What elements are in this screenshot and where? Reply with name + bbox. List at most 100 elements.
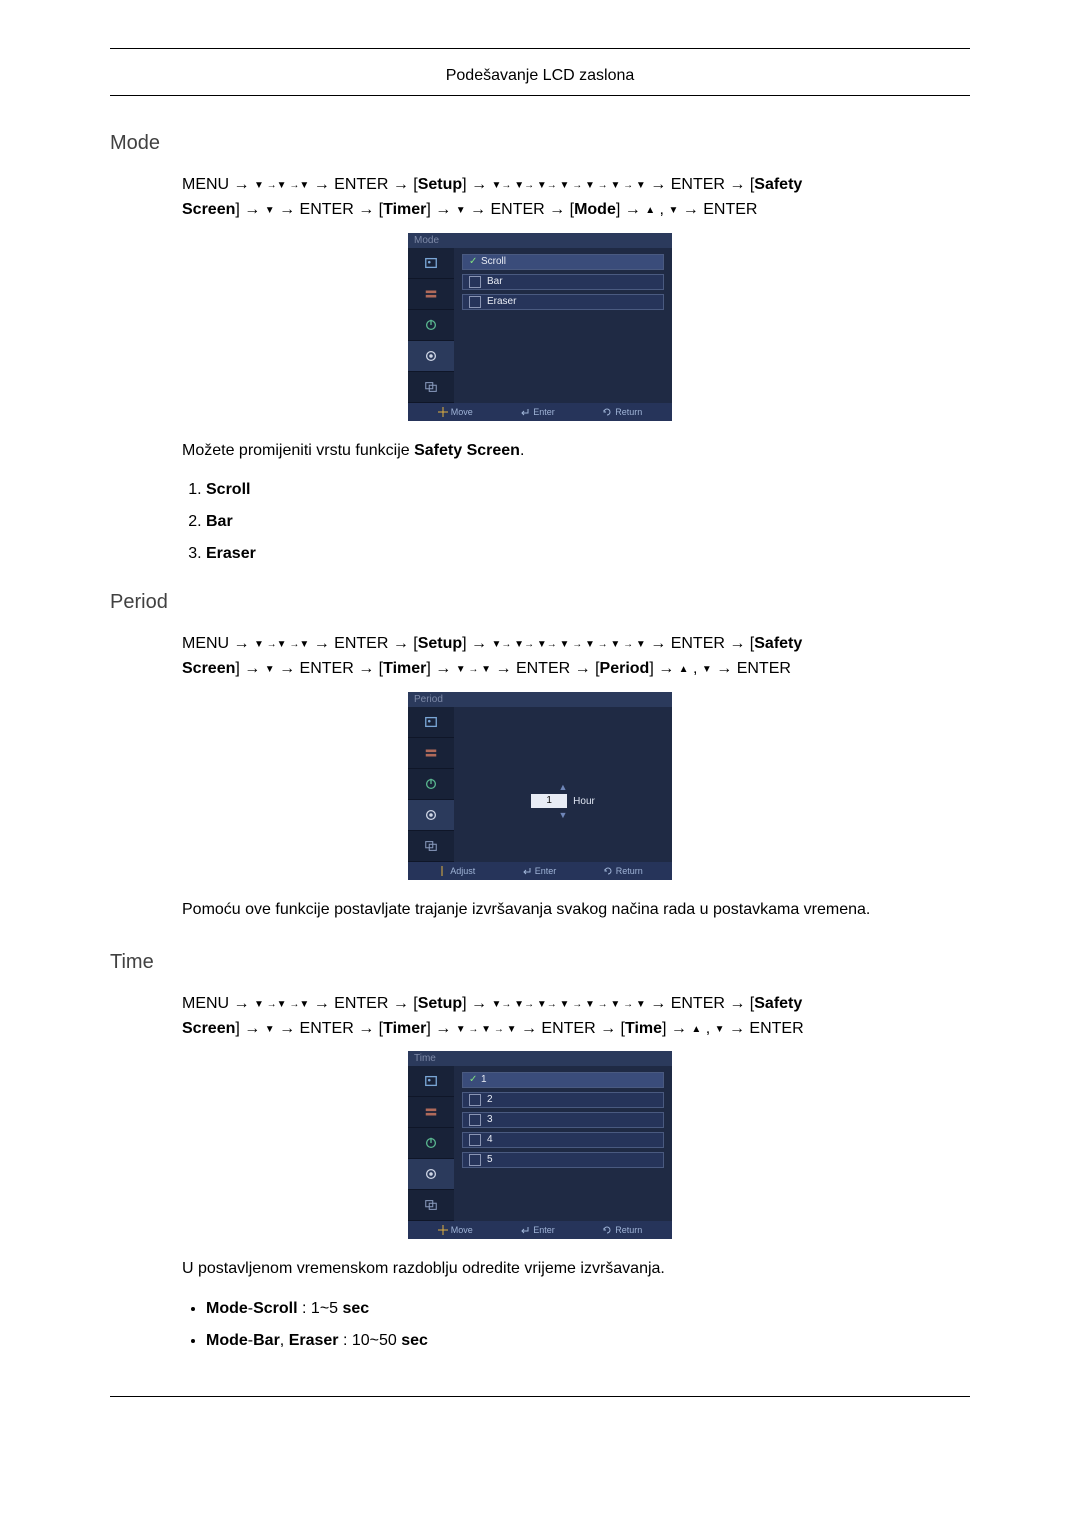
path-token-time: Time xyxy=(625,1020,662,1037)
osd-side-item[interactable] xyxy=(408,1066,454,1097)
osd-title: Period xyxy=(408,692,672,707)
power-icon xyxy=(424,1136,438,1150)
osd-side-item[interactable] xyxy=(408,738,454,769)
osd-body: ▲ 1 Hour ▼ xyxy=(408,707,672,862)
osd-option-4[interactable]: 4 xyxy=(462,1132,664,1148)
path-text: → ENTER → [ xyxy=(650,176,754,193)
period-spinner[interactable]: ▲ 1 Hour ▼ xyxy=(462,713,664,890)
osd-panel-time: Time ✓1 2 3 4 5 Move E xyxy=(408,1051,672,1239)
osd-side-item[interactable] xyxy=(408,1190,454,1221)
osd-side-item[interactable] xyxy=(408,372,454,403)
down-arrow-icon: ▼ → ▼ xyxy=(456,664,491,675)
mode-description: Možete promijeniti vrstu funkcije Safety… xyxy=(182,439,970,464)
osd-side-item[interactable] xyxy=(408,800,454,831)
power-icon xyxy=(424,777,438,791)
path-token-screen: Screen xyxy=(182,1020,235,1037)
desc-bold: Safety Screen xyxy=(414,442,520,459)
chevron-down-icon[interactable]: ▼ xyxy=(559,810,568,820)
osd-side-item[interactable] xyxy=(408,248,454,279)
check-icon: ✓ xyxy=(469,255,481,269)
gear-icon xyxy=(424,1167,438,1181)
path-text: → ENTER → [ xyxy=(275,201,383,218)
enter-icon xyxy=(520,1225,530,1235)
section-title-time: Time xyxy=(110,951,970,974)
power-icon xyxy=(424,318,438,332)
path-text: , xyxy=(655,201,668,218)
footer-move: Move xyxy=(438,1225,473,1235)
osd-body: ✓1 2 3 4 5 xyxy=(408,1066,672,1221)
down-arrow-icon: ▼ xyxy=(265,664,275,675)
osd-side-item[interactable] xyxy=(408,1128,454,1159)
gear-icon xyxy=(424,808,438,822)
osd-option-label: Eraser xyxy=(487,295,516,309)
osd-option-3[interactable]: 3 xyxy=(462,1112,664,1128)
list-item: Scroll xyxy=(206,481,970,499)
path-text: , xyxy=(701,1020,714,1037)
list-label: Eraser xyxy=(206,545,256,562)
unchecked-icon xyxy=(469,1094,481,1106)
osd-option-label: 3 xyxy=(487,1113,493,1127)
path-text: ] → xyxy=(426,201,455,218)
mode-options-list: Scroll Bar Eraser xyxy=(182,481,970,563)
path-token-setup: Setup xyxy=(418,995,462,1012)
path-text: ] → xyxy=(426,660,455,677)
footer-label: Move xyxy=(451,407,473,417)
path-text: → ENTER → [ xyxy=(314,176,418,193)
path-text: → ENTER → [ xyxy=(517,1020,625,1037)
osd-option-bar[interactable]: Bar xyxy=(462,274,664,290)
list-item: Mode-Bar, Eraser : 10~50 sec xyxy=(206,1332,970,1350)
return-icon xyxy=(602,407,612,417)
osd-side-item[interactable] xyxy=(408,279,454,310)
down-arrow-icon: ▼ →▼ →▼ xyxy=(254,180,309,191)
osd-panel-mode: Mode ✓Scroll Bar Eraser Move Enter xyxy=(408,233,672,421)
multi-icon xyxy=(424,839,438,853)
footer-label: Enter xyxy=(533,1225,555,1235)
osd-side-item[interactable] xyxy=(408,769,454,800)
path-text: ] → xyxy=(235,660,264,677)
osd-option-scroll[interactable]: ✓Scroll xyxy=(462,254,664,270)
footer-label: Enter xyxy=(533,407,555,417)
path-token-timer: Timer xyxy=(383,660,426,677)
osd-sidebar xyxy=(408,1066,454,1221)
path-text: ] → xyxy=(235,201,264,218)
path-token-safety: Safety xyxy=(754,635,802,652)
osd-panel-period: Period ▲ 1 Hour ▼ xyxy=(408,692,672,880)
bullet-text: , xyxy=(280,1332,289,1349)
path-text: MENU → xyxy=(182,176,254,193)
path-token-setup: Setup xyxy=(418,176,462,193)
path-text: ] → xyxy=(235,1020,264,1037)
path-text: ] → xyxy=(462,176,491,193)
osd-content: ✓Scroll Bar Eraser xyxy=(454,248,672,403)
osd-option-5[interactable]: 5 xyxy=(462,1152,664,1168)
down-arrow-icon: ▼ →▼ →▼ xyxy=(254,639,309,650)
chevron-up-icon[interactable]: ▲ xyxy=(559,782,568,792)
path-text: ] → xyxy=(649,660,678,677)
osd-option-2[interactable]: 2 xyxy=(462,1092,664,1108)
down-arrow-icon: ▼→ ▼→ ▼→ ▼ → ▼ → ▼ → ▼ xyxy=(492,639,646,650)
osd-option-eraser[interactable]: Eraser xyxy=(462,294,664,310)
down-arrow-icon: ▼ xyxy=(265,205,275,216)
list-label: Scroll xyxy=(206,481,250,498)
osd-side-item[interactable] xyxy=(408,310,454,341)
unchecked-icon xyxy=(469,1114,481,1126)
osd-time-wrap: Time ✓1 2 3 4 5 Move E xyxy=(110,1051,970,1239)
osd-side-item[interactable] xyxy=(408,707,454,738)
osd-side-item[interactable] xyxy=(408,1159,454,1190)
path-token-timer: Timer xyxy=(383,1020,426,1037)
osd-side-item[interactable] xyxy=(408,341,454,372)
path-token-setup: Setup xyxy=(418,635,462,652)
bullet-bold: Eraser xyxy=(289,1332,339,1349)
osd-option-1[interactable]: ✓1 xyxy=(462,1072,664,1088)
osd-sidebar xyxy=(408,707,454,862)
osd-mode-wrap: Mode ✓Scroll Bar Eraser Move Enter xyxy=(110,233,970,421)
osd-side-item[interactable] xyxy=(408,831,454,862)
footer-return: Return xyxy=(602,407,642,417)
path-text: → ENTER → [ xyxy=(646,995,754,1012)
path-text: ] → xyxy=(462,635,491,652)
path-text: ] → xyxy=(426,1020,455,1037)
path-text: → ENTER → [ xyxy=(466,201,574,218)
down-arrow-icon: ▼ xyxy=(265,1024,275,1035)
osd-side-item[interactable] xyxy=(408,1097,454,1128)
path-text: → ENTER → [ xyxy=(646,635,754,652)
list-item: Mode-Scroll : 1~5 sec xyxy=(206,1300,970,1318)
